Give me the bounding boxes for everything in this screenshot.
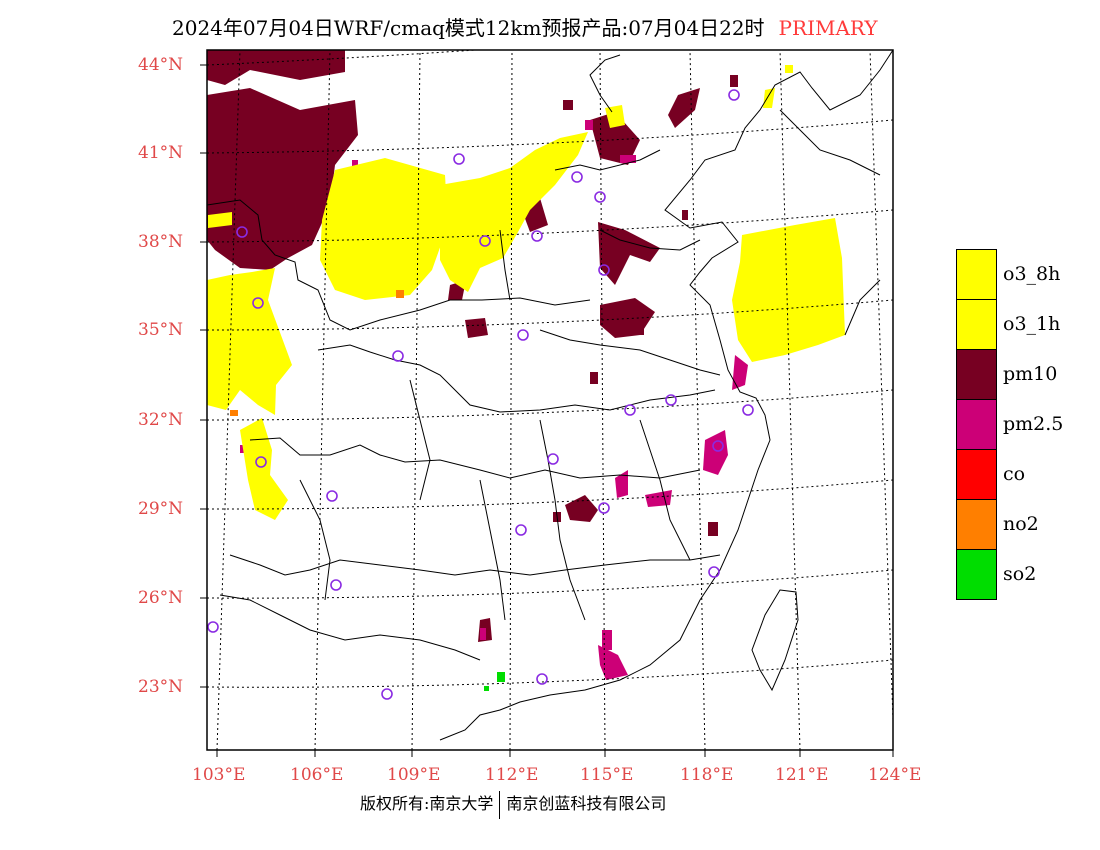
- footer-separator: [499, 790, 501, 819]
- lat-label-41: 41°N: [138, 143, 184, 163]
- legend-swatch: [956, 499, 997, 549]
- no2-regions: [230, 290, 404, 416]
- legend-swatch: [956, 349, 997, 399]
- copyright-footer: 版权所有:南京大学 南京创蓝科技有限公司: [360, 790, 666, 819]
- lon-label-124: 124°E: [868, 765, 922, 785]
- lon-label-109: 109°E: [387, 765, 441, 785]
- map-title: 2024年07月04日WRF/cmaq模式12km预报产品:07月04日22时 P…: [172, 12, 878, 41]
- pm10-regions: [207, 50, 738, 642]
- title-tag: PRIMARY: [778, 16, 878, 40]
- pollutant-legend: o3_8h o3_1h pm10 pm2.5 co no2 so2: [956, 249, 1063, 600]
- copyright-right: 南京创蓝科技有限公司: [506, 794, 667, 813]
- lat-label-26: 26°N: [138, 588, 184, 608]
- pm25-regions: [240, 120, 748, 680]
- legend-label: so2: [1003, 563, 1037, 585]
- legend-label: o3_8h: [1003, 263, 1061, 285]
- lat-label-35: 35°N: [138, 320, 184, 340]
- lon-label-121: 121°E: [775, 765, 829, 785]
- legend-label: pm2.5: [1003, 413, 1064, 435]
- legend-item-so2: so2: [956, 548, 1063, 600]
- map-frame: [206, 49, 894, 751]
- legend-swatch: [956, 548, 997, 600]
- lon-label-103: 103°E: [192, 765, 246, 785]
- graticule: [207, 50, 893, 750]
- legend-item-o3-1h: o3_1h: [956, 299, 1063, 349]
- monitoring-stations: [207, 89, 754, 700]
- legend-item-o3-8h: o3_8h: [956, 249, 1063, 299]
- legend-item-pm25: pm2.5: [956, 399, 1063, 449]
- legend-swatch: [956, 249, 997, 299]
- lat-label-23: 23°N: [138, 677, 184, 697]
- lat-label-29: 29°N: [138, 499, 184, 519]
- legend-label: o3_1h: [1003, 313, 1061, 335]
- lat-label-38: 38°N: [138, 232, 184, 252]
- legend-label: co: [1003, 463, 1026, 485]
- legend-label: no2: [1003, 513, 1039, 535]
- lon-label-112: 112°E: [485, 765, 539, 785]
- axis-ticks: [200, 64, 894, 757]
- legend-item-pm10: pm10: [956, 349, 1063, 399]
- legend-swatch: [956, 449, 997, 499]
- so2-regions: [484, 672, 505, 691]
- lon-label-106: 106°E: [290, 765, 344, 785]
- legend-label: pm10: [1003, 363, 1058, 385]
- lon-label-115: 115°E: [580, 765, 634, 785]
- boundaries: [207, 50, 893, 741]
- legend-item-no2: no2: [956, 499, 1063, 549]
- legend-item-co: co: [956, 449, 1063, 499]
- copyright-left: 版权所有:南京大学: [360, 794, 494, 813]
- legend-swatch: [956, 399, 997, 449]
- lat-label-32: 32°N: [138, 410, 184, 430]
- legend-swatch: [956, 299, 997, 349]
- lat-label-44: 44°N: [138, 55, 184, 75]
- lon-label-118: 118°E: [680, 765, 734, 785]
- title-main: 2024年07月04日WRF/cmaq模式12km预报产品:07月04日22时: [172, 16, 765, 40]
- o3-regions: [207, 65, 845, 520]
